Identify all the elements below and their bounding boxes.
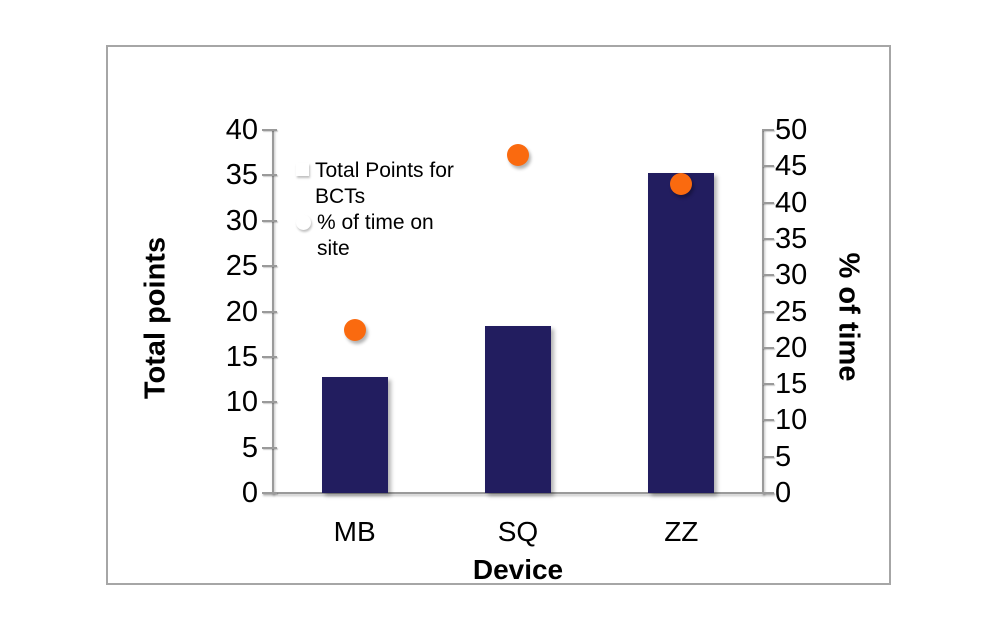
left-axis-title: Total points: [139, 236, 172, 400]
data-point-ZZ: [670, 172, 693, 195]
right-axis-tick-label: 30: [775, 259, 808, 292]
left-axis-tick-label: 40: [225, 114, 258, 146]
right-axis-tick-label: 20: [775, 331, 808, 364]
left-axis-tick-label: 20: [225, 295, 258, 328]
right-axis-tick-mark: [762, 274, 774, 277]
scatter-series-marker-icon: [296, 215, 311, 230]
left-axis-tick-mark: [262, 401, 277, 404]
right-axis-tick-label: 0: [775, 477, 792, 509]
legend-item-pct-time: % of time on site: [296, 210, 457, 262]
right-axis-tick-mark: [762, 419, 774, 422]
left-axis-tick-label: 35: [225, 159, 258, 192]
bar-MB: [321, 376, 388, 493]
right-axis-tick-mark: [762, 383, 774, 386]
right-axis-tick-label: 50: [775, 114, 808, 146]
right-axis-tick-label: 40: [775, 186, 808, 219]
left-axis-tick-label: 30: [225, 204, 258, 237]
left-axis-tick-mark: [262, 219, 277, 222]
left-axis-tick-mark: [262, 446, 277, 449]
right-axis-tick-mark: [762, 310, 774, 313]
right-axis-tick-label: 10: [775, 404, 808, 437]
right-axis-tick-label: 5: [775, 440, 792, 473]
right-axis-tick-mark: [762, 201, 774, 204]
x-axis-title: Device: [472, 554, 564, 585]
bar-series-marker-icon: [296, 163, 309, 176]
left-axis-tick-label: 0: [241, 477, 258, 509]
right-axis-tick-label: 45: [775, 150, 808, 183]
x-axis-line: [262, 492, 774, 494]
right-axis-title: % of time: [832, 252, 865, 382]
bar-ZZ: [648, 172, 715, 493]
bar-SQ: [485, 326, 551, 493]
right-axis-tick-mark: [762, 165, 774, 168]
legend-item-total-points: Total Points for BCTs: [296, 158, 457, 210]
legend: Total Points for BCTs % of time on site: [296, 158, 457, 262]
left-axis-tick-mark: [262, 174, 277, 177]
right-axis-tick-mark: [762, 346, 774, 349]
x-axis-label-ZZ: ZZ: [664, 516, 699, 547]
left-axis-tick-mark: [262, 492, 277, 494]
left-axis-tick-mark: [262, 355, 277, 358]
right-axis-tick-mark: [762, 455, 774, 458]
left-axis-tick-label: 10: [225, 386, 258, 419]
right-axis-tick-mark: [762, 129, 774, 131]
left-axis-tick-label: 25: [225, 250, 258, 283]
right-axis-tick-mark: [762, 492, 774, 494]
left-axis-tick-label: 15: [225, 340, 258, 373]
left-axis-tick-mark: [262, 265, 277, 268]
x-axis-label-SQ: SQ: [497, 516, 539, 547]
chart-border-frame: [106, 45, 891, 585]
x-axis-label-MB: MB: [333, 516, 376, 547]
right-axis-tick-label: 25: [775, 295, 808, 328]
data-point-MB: [343, 319, 366, 342]
right-axis-tick-label: 15: [775, 368, 808, 401]
left-axis-tick-label: 5: [241, 431, 258, 464]
left-axis-tick-mark: [262, 310, 277, 313]
right-axis-tick-label: 35: [775, 222, 808, 255]
left-axis-tick-mark: [262, 129, 277, 131]
legend-label-total-points: Total Points for BCTs: [315, 159, 454, 208]
data-point-SQ: [507, 144, 529, 167]
legend-label-pct-time: % of time on site: [317, 211, 434, 260]
right-axis-tick-mark: [762, 237, 774, 240]
